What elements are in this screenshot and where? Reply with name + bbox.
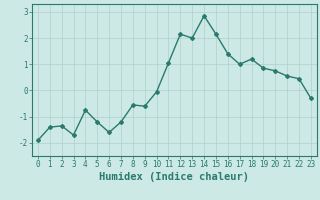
- X-axis label: Humidex (Indice chaleur): Humidex (Indice chaleur): [100, 172, 249, 182]
